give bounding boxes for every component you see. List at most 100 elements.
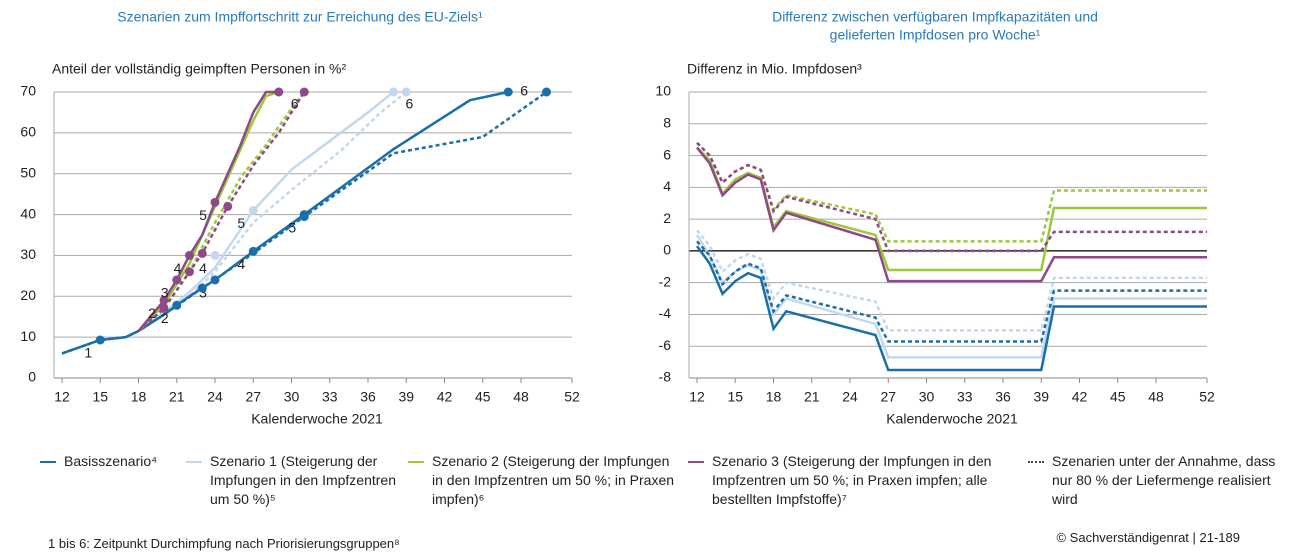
marker	[248, 205, 258, 215]
marker-label: 2	[148, 305, 156, 321]
chart-title: gelieferten Impfdosen pro Woche¹	[830, 27, 1041, 43]
x-axis-label: Kalenderwoche 2021	[251, 411, 383, 427]
legend-item: Szenario 2 (Steigerung der Impfungen in …	[408, 452, 680, 509]
chart-title: Szenarien zum Impffortschritt zur Erreic…	[117, 9, 483, 25]
marker	[95, 335, 105, 345]
x-tick-label: 24	[207, 389, 223, 405]
x-tick-label: 27	[880, 389, 896, 405]
marker	[503, 87, 513, 97]
legend-label: Szenario 1 (Steigerung der Impfungen in …	[210, 453, 397, 507]
x-tick-label: 52	[1199, 389, 1215, 405]
marker	[210, 197, 220, 207]
y-tick-label: 10	[20, 328, 36, 344]
legend-label: Basisszenario⁴	[64, 453, 158, 469]
marker	[389, 87, 398, 97]
marker-label: 3	[161, 285, 169, 301]
x-tick-label: 15	[92, 389, 108, 405]
series-line	[137, 90, 279, 332]
series-line	[695, 245, 1207, 372]
x-tick-label: 33	[322, 389, 338, 405]
x-tick-label: 36	[360, 389, 376, 405]
x-tick-label: 33	[957, 389, 973, 405]
legend-label: Szenarien unter der Annahme, dass nur 80…	[1052, 453, 1276, 507]
marker-label: 6	[291, 96, 299, 112]
legend-swatch	[186, 461, 202, 463]
marker-label: 4	[199, 260, 207, 276]
x-tick-label: 27	[245, 389, 261, 405]
x-tick-label: 42	[1072, 389, 1088, 405]
legend-label: Szenario 3 (Steigerung der Impfungen in …	[712, 453, 992, 507]
marker-label: 5	[199, 207, 207, 223]
series-line	[61, 90, 509, 355]
x-axis-label: Kalenderwoche 2021	[886, 411, 1018, 427]
legend-item: Szenario 1 (Steigerung der Impfungen in …	[186, 452, 398, 509]
x-tick-label: 48	[1148, 389, 1164, 405]
x-tick-label: 30	[919, 389, 935, 405]
series-line-dashed	[696, 229, 1207, 332]
marker	[223, 201, 233, 211]
marker	[185, 250, 194, 260]
legend-item: Szenarien unter der Annahme, dass nur 80…	[1028, 452, 1290, 509]
marker-label: 3	[199, 285, 207, 301]
x-tick-label: 21	[169, 389, 185, 405]
series-line-dashed	[696, 240, 1207, 343]
marker-label: 4	[174, 260, 182, 276]
y-tick-label: 30	[20, 246, 36, 262]
marker	[210, 250, 220, 260]
x-tick-label: 39	[1033, 389, 1049, 405]
marker-label: 5	[237, 215, 245, 231]
x-tick-label: 12	[54, 389, 70, 405]
marker-label: 6	[406, 96, 414, 112]
legend-label: Szenario 2 (Steigerung der Impfungen in …	[432, 453, 675, 507]
y-tick-label: 50	[20, 164, 36, 180]
marker	[274, 87, 284, 97]
y-tick-label: 0	[28, 369, 36, 385]
footnote: 1 bis 6: Zeitpunkt Durchimpfung nach Pri…	[48, 536, 400, 551]
y-tick-label: 2	[663, 210, 671, 226]
x-tick-label: 15	[727, 389, 743, 405]
x-tick-label: 45	[475, 389, 491, 405]
marker-label: 6	[520, 83, 528, 99]
marker	[159, 295, 169, 305]
x-tick-label: 39	[398, 389, 414, 405]
y-tick-label: -8	[659, 369, 672, 385]
marker	[197, 283, 207, 293]
legend-swatch	[408, 461, 424, 463]
marker	[299, 212, 309, 222]
x-tick-label: 52	[564, 389, 580, 405]
y-tick-label: 6	[663, 146, 671, 162]
x-tick-label: 30	[284, 389, 300, 405]
series-line	[137, 90, 280, 332]
y-tick-label: -2	[659, 273, 672, 289]
y-tick-label: 0	[663, 242, 671, 258]
x-tick-label: 24	[842, 389, 858, 405]
y-tick-label: 60	[20, 124, 36, 140]
legend-swatch	[1028, 461, 1044, 463]
marker	[172, 275, 182, 285]
x-tick-label: 18	[766, 389, 782, 405]
y-tick-label: 70	[20, 83, 36, 99]
y-axis-label: Differenz in Mio. Impfdosen³	[687, 61, 862, 77]
x-tick-label: 21	[804, 389, 820, 405]
y-tick-label: -4	[659, 305, 672, 321]
legend-item: Basisszenario⁴	[40, 452, 190, 471]
series-line-dashed	[137, 91, 408, 333]
marker	[172, 300, 182, 310]
marker	[299, 87, 309, 97]
marker-label: 2	[161, 310, 169, 326]
y-tick-label: -6	[659, 337, 672, 353]
y-tick-label: 4	[663, 178, 671, 194]
source: © Sachverständigenrat | 21-189	[1056, 530, 1240, 545]
x-tick-label: 18	[131, 389, 147, 405]
x-tick-label: 48	[513, 389, 529, 405]
marker-label: 5	[288, 219, 296, 235]
marker	[210, 275, 220, 285]
series-line-dashed	[61, 90, 548, 355]
series-line	[696, 146, 1207, 283]
series-line-dashed	[137, 91, 306, 332]
x-tick-label: 42	[437, 389, 453, 405]
marker	[159, 304, 169, 314]
chart-title: Differenz zwischen verfügbaren Impfkapaz…	[772, 9, 1098, 25]
